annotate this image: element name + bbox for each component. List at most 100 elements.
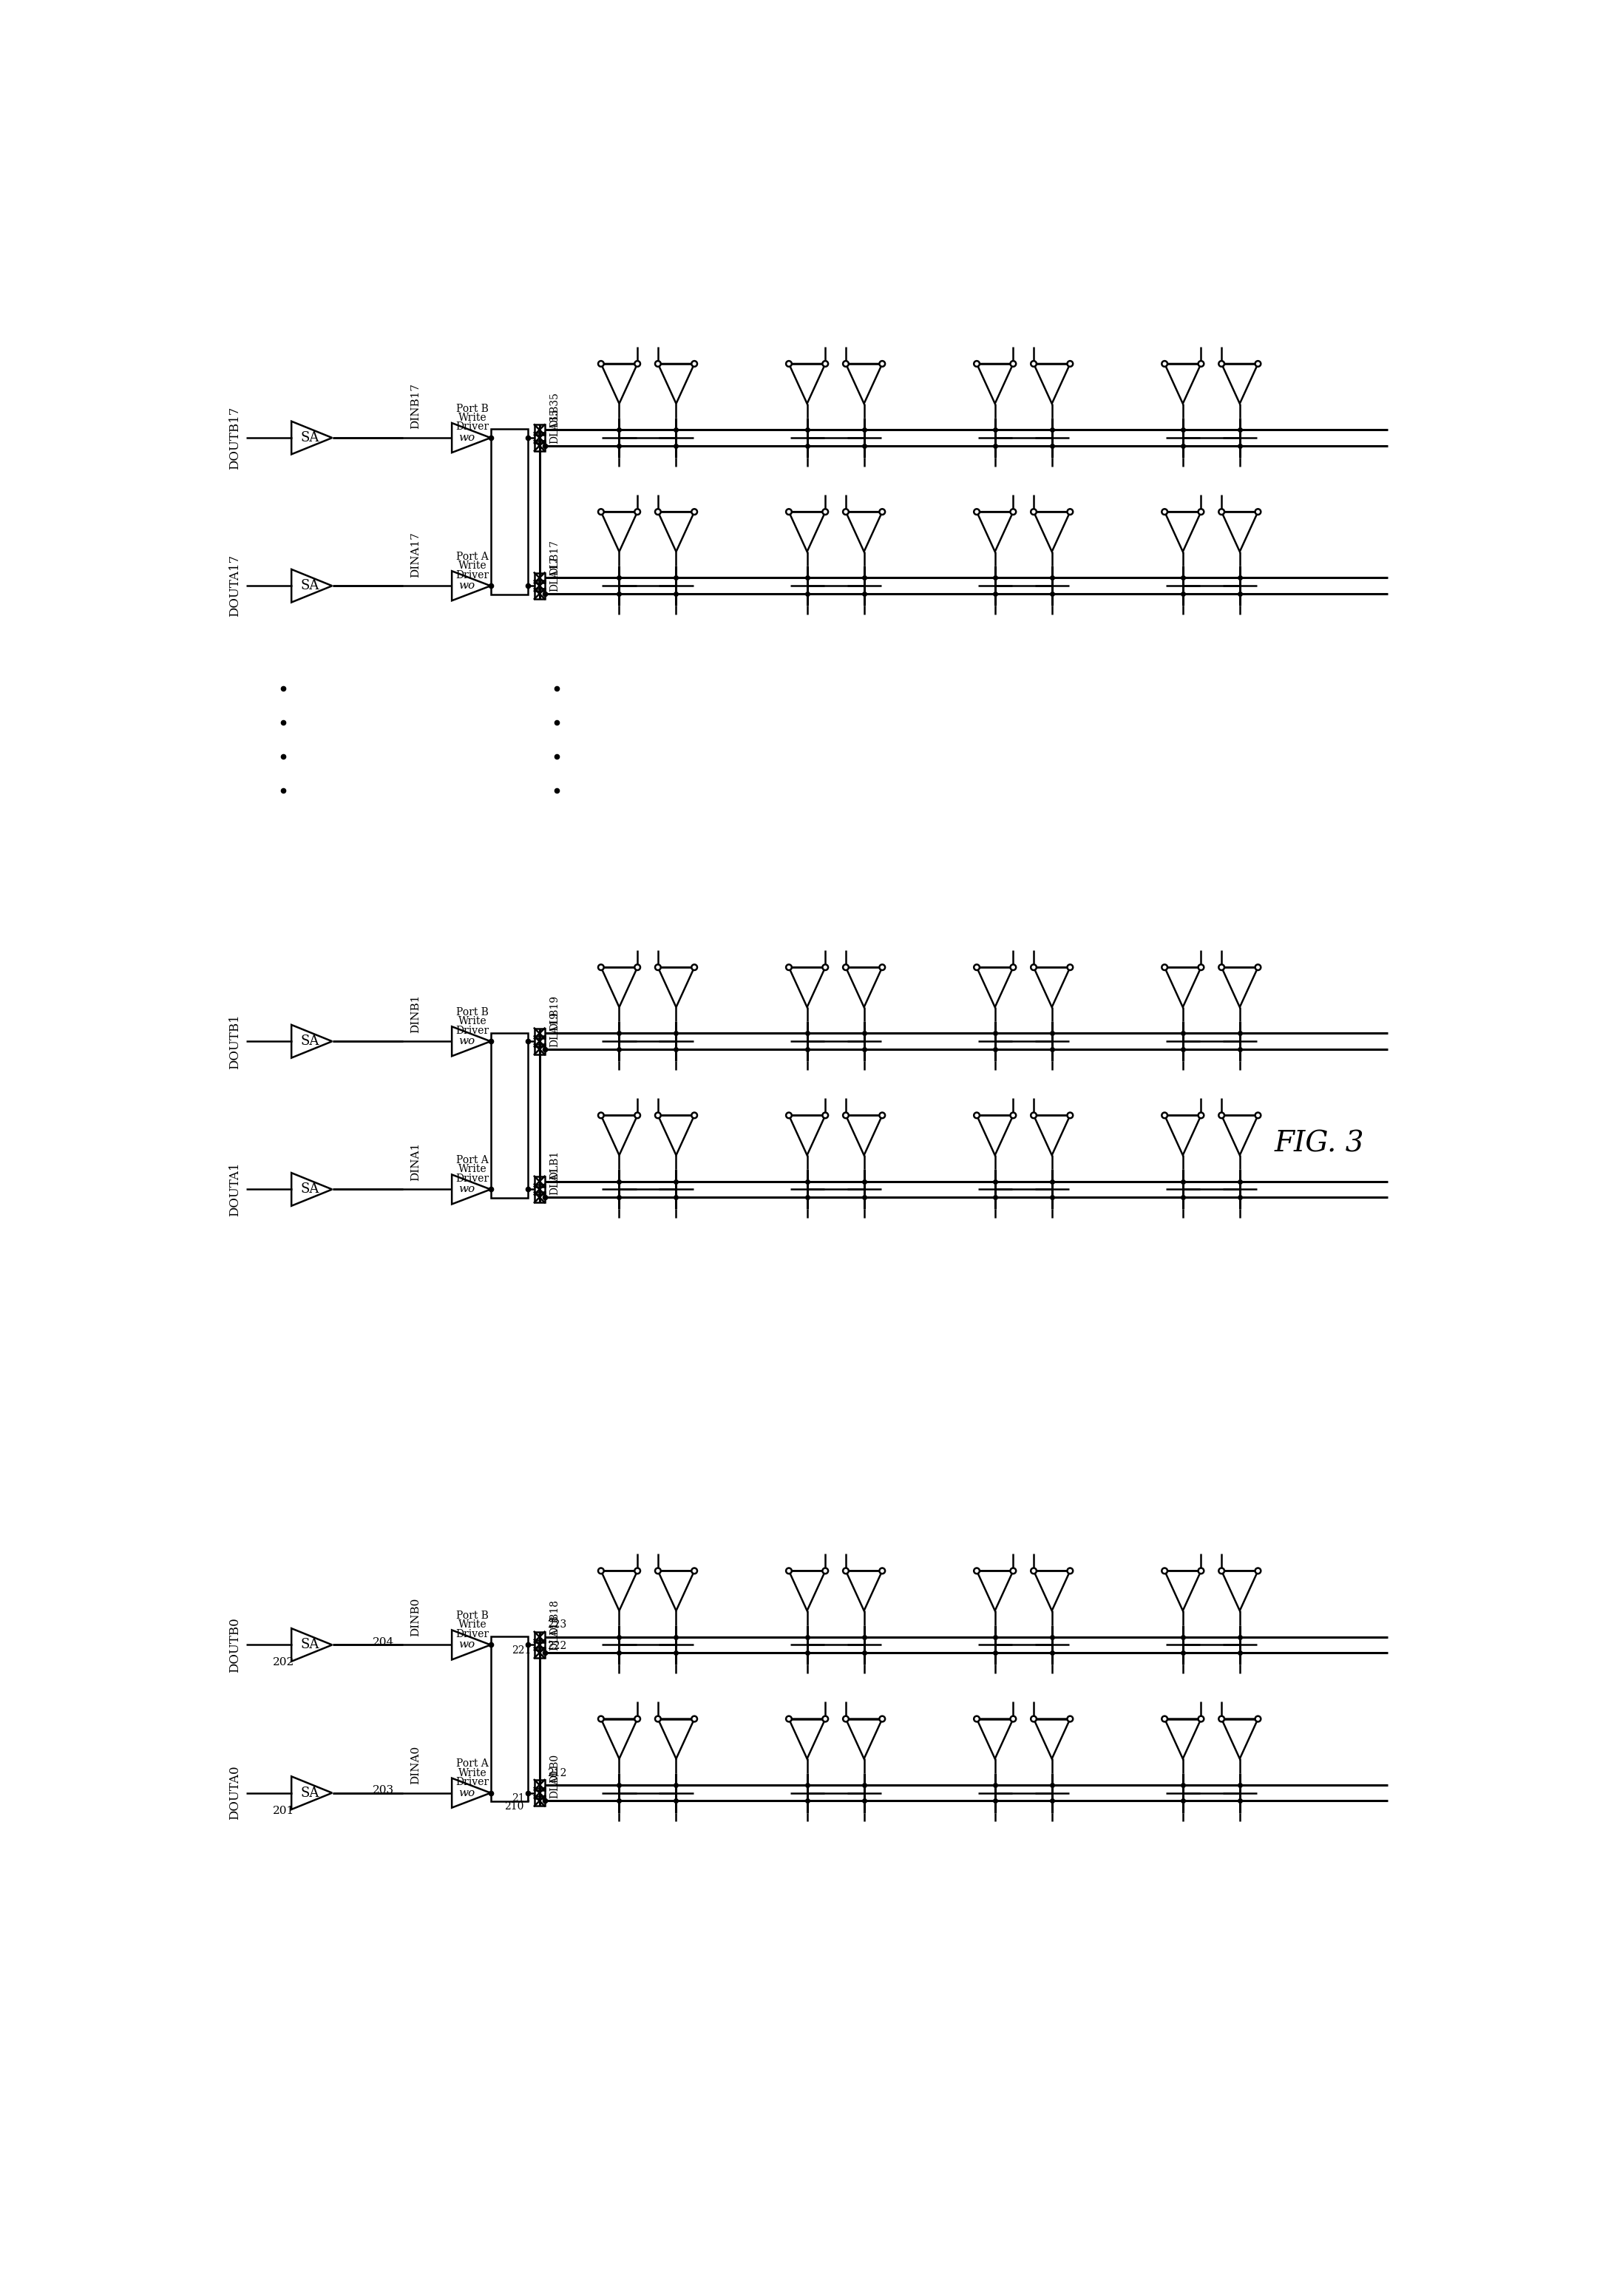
Bar <box>535 425 545 434</box>
Bar <box>535 1176 545 1187</box>
Text: 223: 223 <box>548 1619 567 1630</box>
Text: SA: SA <box>300 1182 319 1196</box>
Bar <box>535 588 545 599</box>
Circle shape <box>1198 1715 1204 1722</box>
Text: DINA1: DINA1 <box>410 1141 420 1180</box>
Circle shape <box>880 510 885 514</box>
Circle shape <box>1067 1568 1073 1573</box>
Bar <box>492 429 529 595</box>
Circle shape <box>1219 1715 1225 1722</box>
Text: DLA19: DLA19 <box>549 1013 559 1047</box>
Text: Port B: Port B <box>457 404 489 413</box>
Circle shape <box>1030 1568 1036 1573</box>
Text: DLA1: DLA1 <box>549 1166 559 1194</box>
Circle shape <box>1030 964 1036 971</box>
Text: 201: 201 <box>273 1805 294 1816</box>
Circle shape <box>822 1715 829 1722</box>
Bar <box>535 1632 545 1642</box>
Circle shape <box>655 1114 661 1118</box>
Circle shape <box>599 1715 604 1722</box>
Bar <box>535 1789 545 1798</box>
Circle shape <box>880 360 885 367</box>
Circle shape <box>655 360 661 367</box>
Circle shape <box>1255 1114 1260 1118</box>
Circle shape <box>599 360 604 367</box>
Circle shape <box>843 360 848 367</box>
Circle shape <box>1219 964 1225 971</box>
Circle shape <box>786 1114 792 1118</box>
Circle shape <box>1011 1568 1016 1573</box>
Bar <box>535 432 545 443</box>
Text: DLB17: DLB17 <box>549 540 559 576</box>
Text: Write: Write <box>458 1017 487 1026</box>
Circle shape <box>1161 1568 1167 1573</box>
Circle shape <box>1219 510 1225 514</box>
Bar <box>535 1029 545 1038</box>
Circle shape <box>1219 360 1225 367</box>
Text: DOUTB17: DOUTB17 <box>228 406 241 468</box>
Text: SA: SA <box>300 432 319 445</box>
Bar <box>535 1649 545 1658</box>
Text: DLA17: DLA17 <box>549 556 559 592</box>
Text: Write: Write <box>458 560 487 572</box>
Circle shape <box>692 1568 698 1573</box>
Text: wo: wo <box>458 1639 474 1651</box>
Circle shape <box>843 1715 848 1722</box>
Circle shape <box>634 510 640 514</box>
Circle shape <box>1067 360 1073 367</box>
Circle shape <box>599 1568 604 1573</box>
Circle shape <box>634 360 640 367</box>
Circle shape <box>786 360 792 367</box>
Text: Driver: Driver <box>455 1777 489 1786</box>
Circle shape <box>822 1568 829 1573</box>
Circle shape <box>1198 1568 1204 1573</box>
Bar <box>535 1045 545 1054</box>
Text: Port B: Port B <box>457 1609 489 1621</box>
Circle shape <box>1161 1114 1167 1118</box>
Text: 203: 203 <box>372 1784 394 1795</box>
Text: 212: 212 <box>548 1768 567 1777</box>
Circle shape <box>974 1568 979 1573</box>
Circle shape <box>1198 1114 1204 1118</box>
Circle shape <box>1030 1114 1036 1118</box>
Circle shape <box>1067 1715 1073 1722</box>
Text: 202: 202 <box>273 1658 294 1667</box>
Circle shape <box>1011 1114 1016 1118</box>
Circle shape <box>1161 360 1167 367</box>
Circle shape <box>1011 1715 1016 1722</box>
Text: wo: wo <box>458 581 474 590</box>
Circle shape <box>786 1715 792 1722</box>
Circle shape <box>1255 510 1260 514</box>
Text: SA: SA <box>300 1035 319 1047</box>
Circle shape <box>1030 360 1036 367</box>
Circle shape <box>599 1114 604 1118</box>
Text: DINA0: DINA0 <box>410 1745 420 1784</box>
Circle shape <box>655 1715 661 1722</box>
Text: DOUTB1: DOUTB1 <box>228 1015 241 1070</box>
Bar <box>535 1192 545 1203</box>
Circle shape <box>1011 360 1016 367</box>
Circle shape <box>843 964 848 971</box>
Circle shape <box>880 1114 885 1118</box>
Circle shape <box>822 964 829 971</box>
Circle shape <box>655 964 661 971</box>
Circle shape <box>1161 510 1167 514</box>
Circle shape <box>974 1715 979 1722</box>
Circle shape <box>692 360 698 367</box>
Text: Write: Write <box>458 1619 487 1630</box>
Text: FIG. 3: FIG. 3 <box>1274 1130 1364 1157</box>
Bar <box>535 1639 545 1651</box>
Text: DLA0: DLA0 <box>549 1770 559 1798</box>
Bar <box>535 1779 545 1791</box>
Circle shape <box>655 1568 661 1573</box>
Text: Write: Write <box>458 1164 487 1176</box>
Circle shape <box>1011 964 1016 971</box>
Circle shape <box>1255 1715 1260 1722</box>
Bar <box>535 1185 545 1194</box>
Circle shape <box>786 1568 792 1573</box>
Bar <box>535 441 545 450</box>
Circle shape <box>634 1114 640 1118</box>
Circle shape <box>1067 964 1073 971</box>
Circle shape <box>1011 510 1016 514</box>
Circle shape <box>880 1715 885 1722</box>
